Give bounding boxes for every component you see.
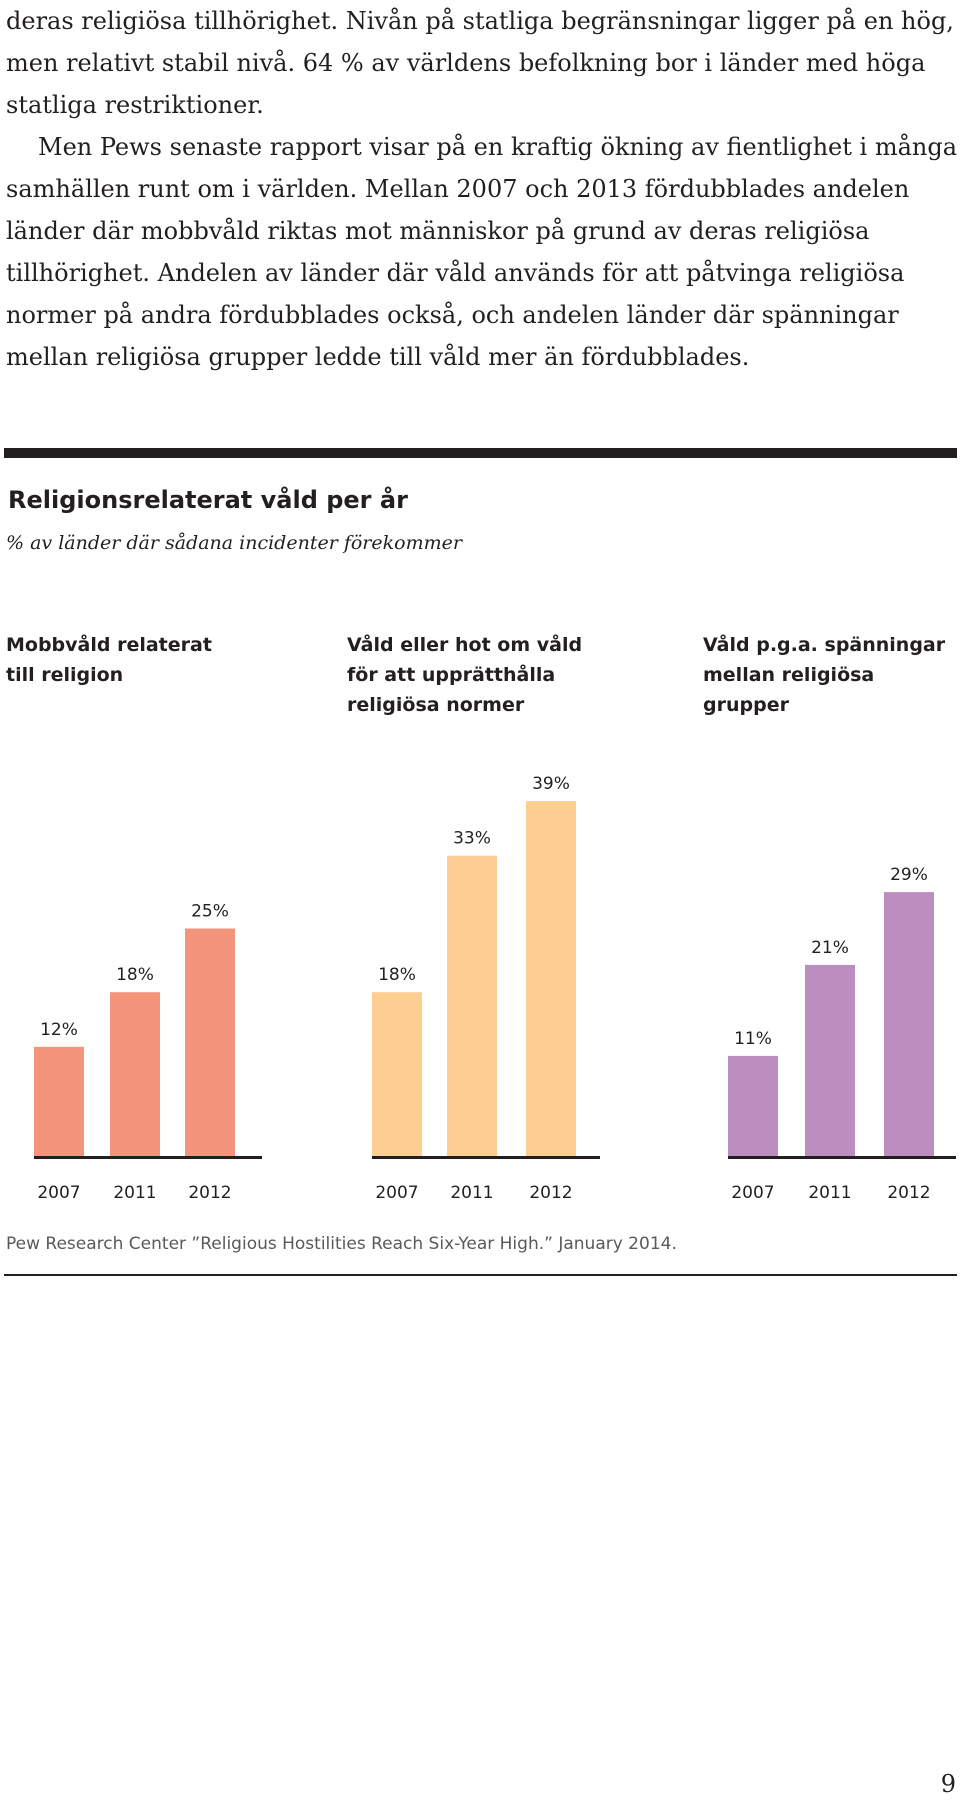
value-label-panel3-2007: 11% xyxy=(734,1029,772,1049)
chart-top-rule xyxy=(4,448,957,458)
chart-subtitle: % av länder där sådana incidenter föreko… xyxy=(6,532,462,554)
bar-panel3-2012 xyxy=(884,892,934,1156)
value-label-panel3-2011: 21% xyxy=(811,938,849,958)
tick-label-panel3-2011: 2011 xyxy=(808,1183,851,1203)
value-label-panel2-2007: 18% xyxy=(378,965,416,985)
tick-label-panel1-2007: 2007 xyxy=(37,1183,80,1203)
panel-title-religious-norms: Våld eller hot om våld för att upprätthå… xyxy=(347,634,583,716)
value-label-panel1-2012: 25% xyxy=(191,902,229,922)
paragraph-2: Men Pews senaste rapport visar på en kra… xyxy=(6,133,958,371)
tick-label-panel2-2012: 2012 xyxy=(529,1183,572,1203)
bar-panel2-2007 xyxy=(372,992,422,1156)
tick-label-panel2-2007: 2007 xyxy=(375,1183,418,1203)
panel-title-mob-violence: Mobbvåld relaterat till religion xyxy=(6,634,212,686)
chart-bottom-rule xyxy=(4,1274,957,1276)
panel-title-group-tensions: Våld p.g.a. spänningar mellan religiösa … xyxy=(703,634,946,716)
source-citation: Pew Research Center ”Religious Hostiliti… xyxy=(6,1234,677,1254)
tick-label-panel2-2011: 2011 xyxy=(450,1183,493,1203)
bar-panel3-2011 xyxy=(805,964,855,1156)
bar-panel2-2012 xyxy=(526,801,576,1156)
bar-panel1-2011 xyxy=(110,992,160,1156)
bar-panel1-2007 xyxy=(34,1046,84,1156)
value-label-panel1-2007: 12% xyxy=(40,1020,78,1040)
page-number: 9 xyxy=(940,1770,956,1798)
bar-panel1-2012 xyxy=(185,928,235,1156)
tick-label-panel3-2007: 2007 xyxy=(731,1183,774,1203)
body-text: deras religiösa tillhörighet. Nivån på s… xyxy=(6,0,958,378)
tick-label-panel1-2011: 2011 xyxy=(113,1183,156,1203)
value-label-panel3-2012: 29% xyxy=(890,865,928,885)
bar-panel2-2011 xyxy=(447,855,497,1156)
value-label-panel2-2012: 39% xyxy=(532,774,570,794)
paragraph-1: deras religiösa tillhörighet. Nivån på s… xyxy=(6,7,954,119)
bar-panel3-2007 xyxy=(728,1055,778,1156)
tick-label-panel1-2012: 2012 xyxy=(188,1183,231,1203)
value-label-panel1-2011: 18% xyxy=(116,965,154,985)
value-label-panel2-2011: 33% xyxy=(453,829,491,849)
tick-label-panel3-2012: 2012 xyxy=(887,1183,930,1203)
chart-title: Religionsrelaterat våld per år xyxy=(8,486,408,514)
